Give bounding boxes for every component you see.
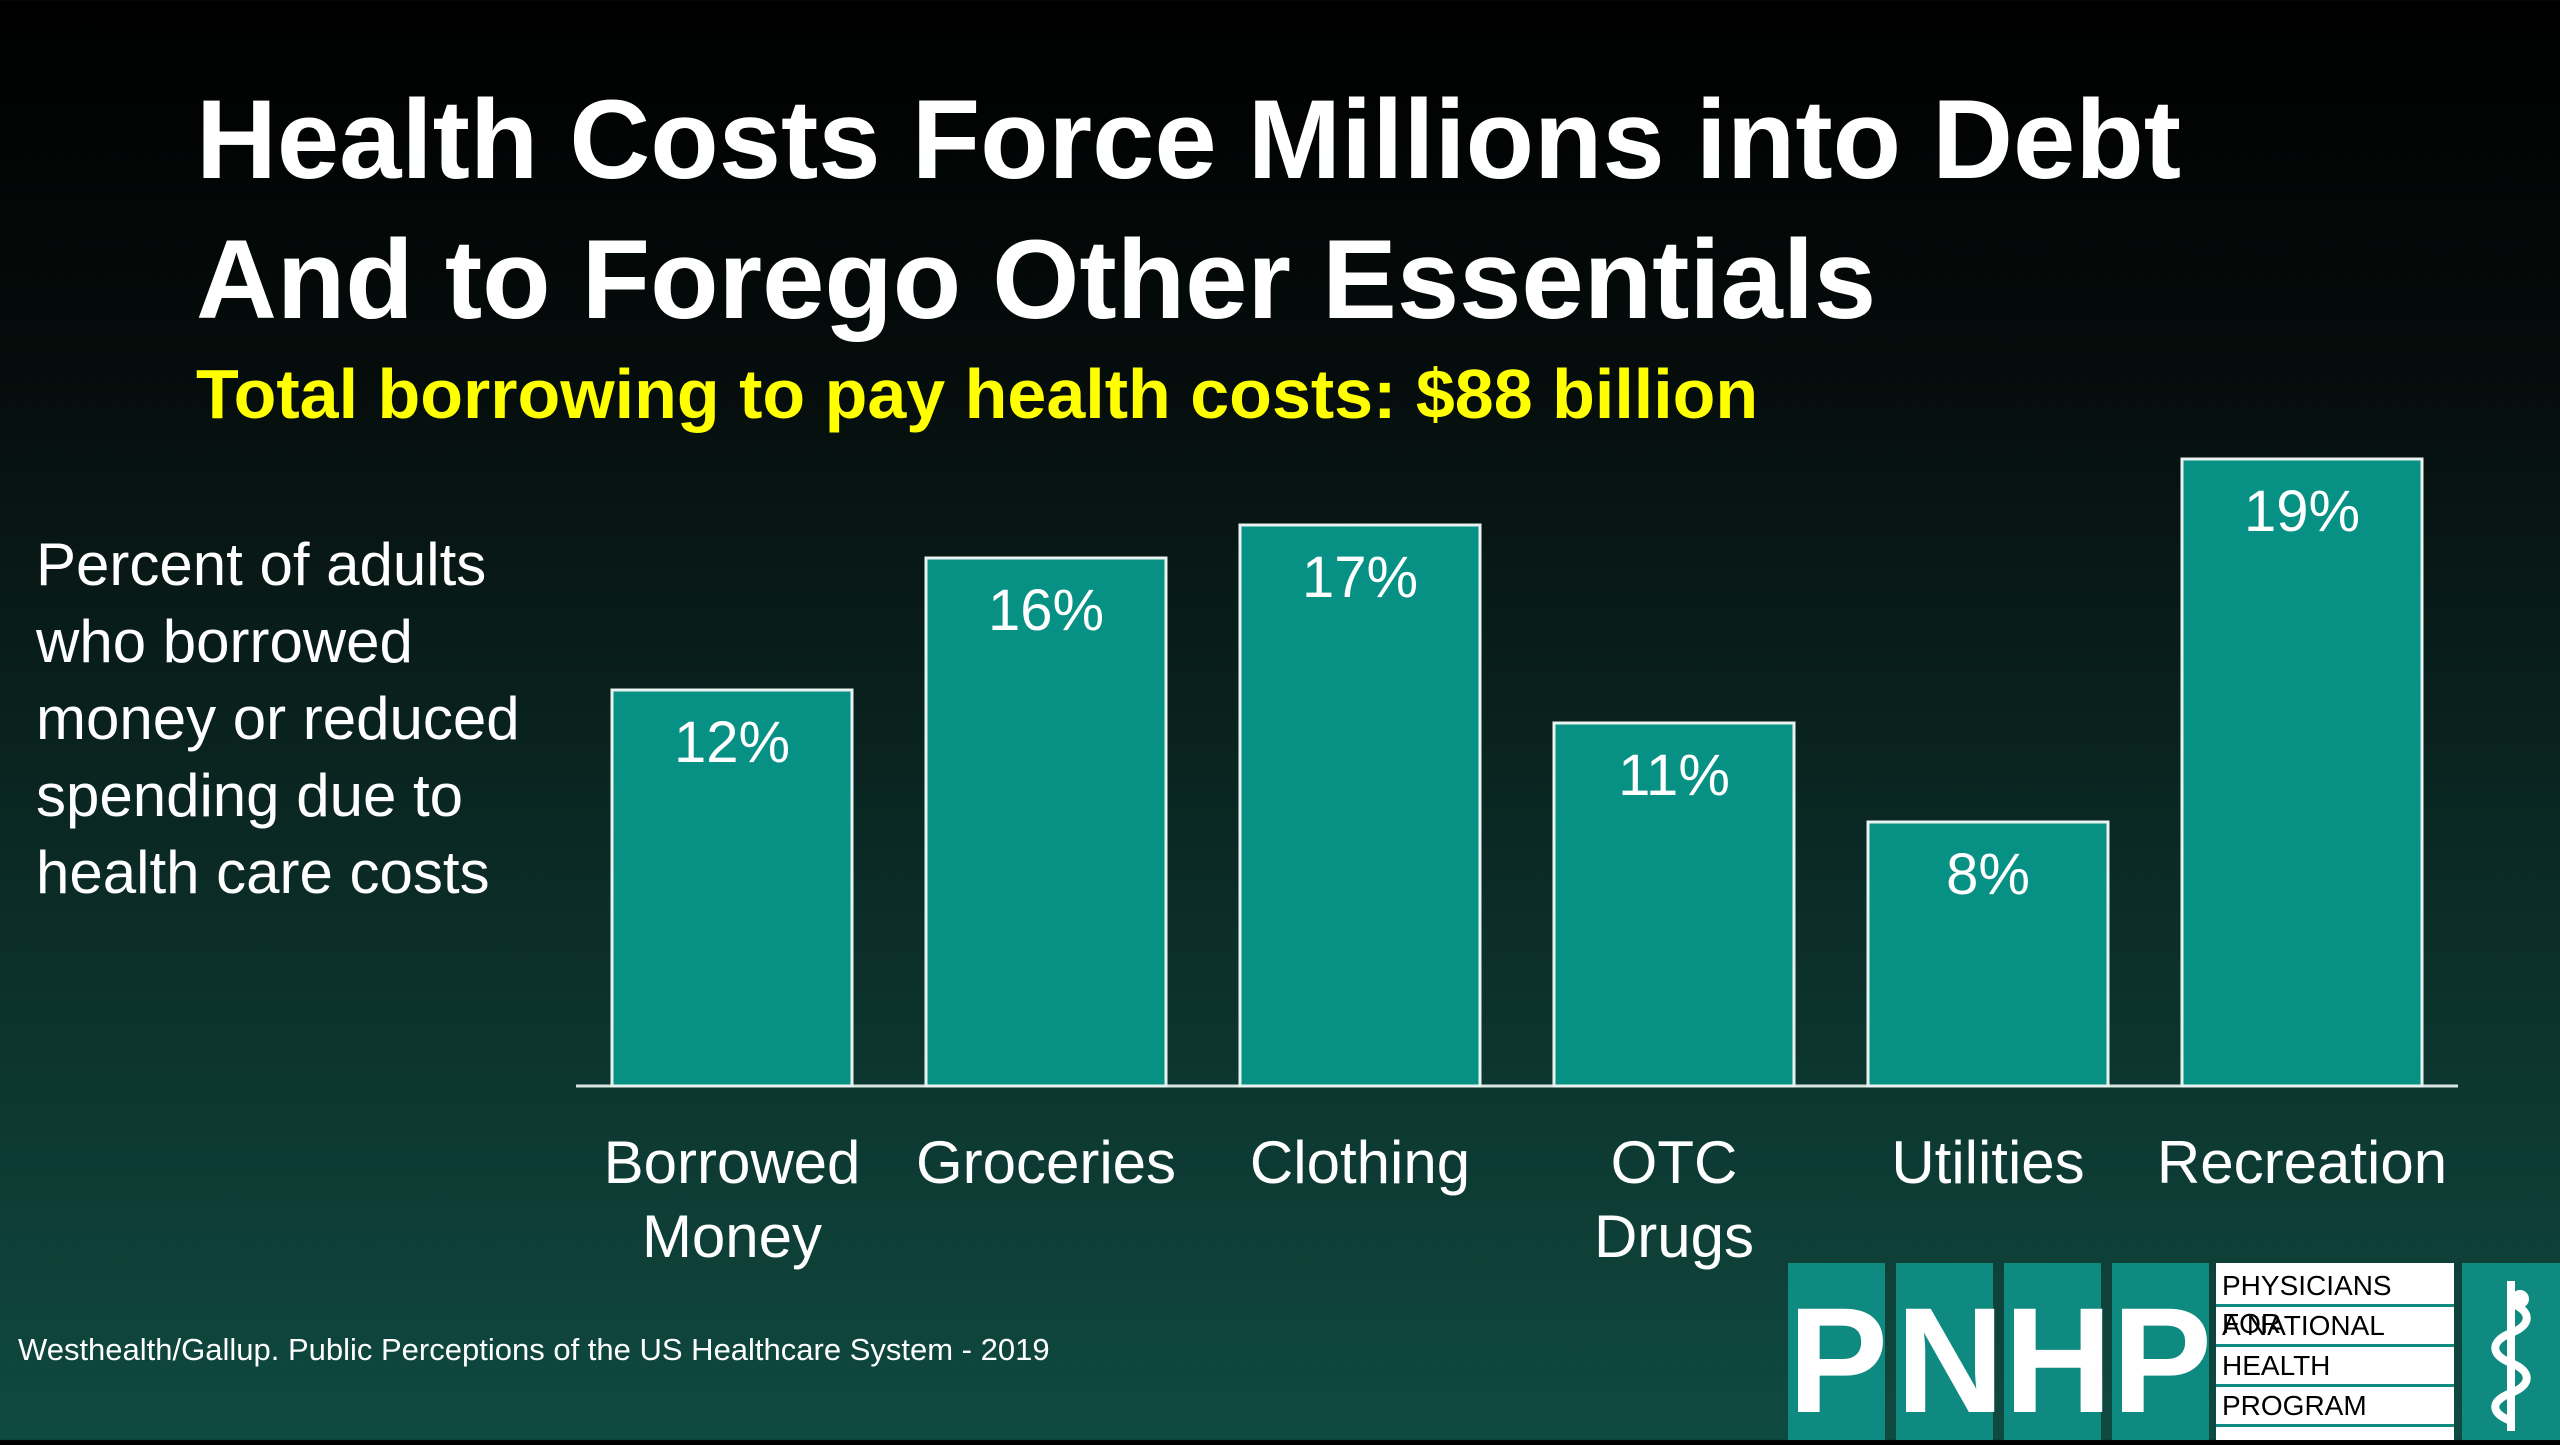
- logo-letter: H: [2004, 1276, 2113, 1444]
- data-label: 16%: [988, 578, 1104, 643]
- y-axis-label-line: health care costs: [36, 839, 490, 906]
- y-axis-label-line: who borrowed: [36, 608, 413, 675]
- logo-text-line: PROGRAM: [2216, 1387, 2454, 1427]
- source-citation: Westhealth/Gallup. Public Perceptions of…: [18, 1332, 1050, 1367]
- x-tick-label: Utilities: [1891, 1129, 2084, 1196]
- title-line-2: And to Forego Other Essentials: [196, 217, 1877, 342]
- bar: [1866, 820, 2110, 1088]
- data-label: 12%: [674, 710, 790, 775]
- data-label: 19%: [2244, 479, 2360, 544]
- logo-letter-block: P: [1788, 1263, 1889, 1444]
- logo-letter: P: [1788, 1276, 1889, 1444]
- x-tick-label: Borrowed: [604, 1129, 861, 1196]
- x-tick-label: OTC: [1611, 1129, 1738, 1196]
- logo-text-box: PHYSICIANS FOR A NATIONAL HEALTH PROGRAM: [2216, 1263, 2454, 1440]
- bar: [924, 556, 1168, 1088]
- data-label: 8%: [1946, 842, 2030, 907]
- x-tick-label: Drugs: [1594, 1203, 1754, 1270]
- data-label: 17%: [1302, 545, 1418, 610]
- subtitle: Total borrowing to pay health costs: $88…: [196, 355, 1759, 433]
- bar: [1552, 721, 1796, 1088]
- y-axis-label-line: money or reduced: [36, 685, 520, 752]
- logo-text-line: PHYSICIANS FOR: [2216, 1267, 2454, 1339]
- x-tick-label: Money: [642, 1203, 822, 1270]
- caduceus-icon: [2491, 1281, 2531, 1431]
- logo-letter-block: N: [1896, 1263, 2005, 1444]
- bar: [1238, 523, 1482, 1088]
- pnhp-logo: P N H P PHYSICIANS FOR A NATIONAL HEALTH…: [1788, 1263, 2560, 1440]
- logo-letter-block: H: [2004, 1263, 2113, 1444]
- x-tick-label: Recreation: [2157, 1129, 2447, 1196]
- logo-text-line: A NATIONAL: [2216, 1307, 2454, 1347]
- y-axis-label-line: spending due to: [36, 762, 464, 829]
- bar: [2180, 457, 2424, 1088]
- logo-letter: N: [1896, 1276, 2005, 1444]
- bar: [610, 688, 854, 1088]
- title-line-1: Health Costs Force Millions into Debt: [196, 77, 2182, 202]
- logo-text-line: HEALTH: [2216, 1347, 2454, 1387]
- logo-emblem-block: [2462, 1263, 2560, 1440]
- x-tick-label: Clothing: [1250, 1129, 1470, 1196]
- x-tick-label: Groceries: [916, 1129, 1176, 1196]
- page-title: Health Costs Force Millions into Debt An…: [196, 70, 2446, 350]
- data-label: 11%: [1618, 743, 1730, 808]
- logo-letter: P: [2112, 1276, 2213, 1444]
- bar-chart: 12% Borrowed Money 16% Groceries 17% Clothing 1…: [576, 457, 2458, 1270]
- y-axis-label: Percent of adults who borrowed money or …: [36, 526, 596, 911]
- y-axis-label-line: Percent of adults: [36, 531, 487, 598]
- logo-letter-block: P: [2112, 1263, 2213, 1444]
